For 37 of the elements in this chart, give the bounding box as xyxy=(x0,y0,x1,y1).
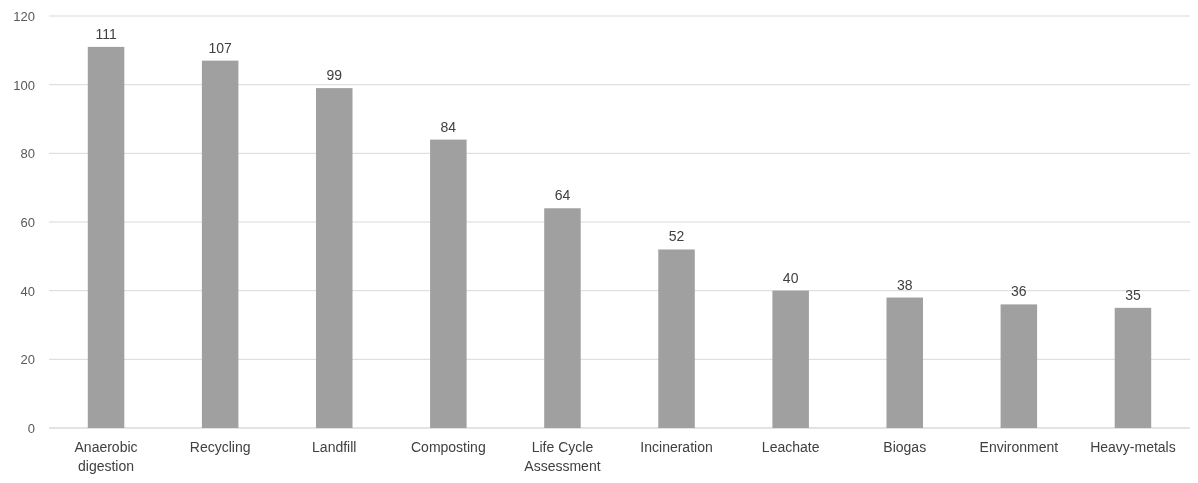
x-tick-label: Incineration xyxy=(640,439,713,455)
x-tick-label: Biogas xyxy=(883,439,927,455)
bar xyxy=(315,88,353,428)
y-tick-label: 40 xyxy=(20,283,35,299)
data-label: 40 xyxy=(782,269,799,286)
bar xyxy=(430,139,467,428)
data-label: 64 xyxy=(554,187,571,204)
y-tick-label: 20 xyxy=(20,352,35,368)
bar xyxy=(87,46,125,428)
bar xyxy=(201,60,239,428)
bar xyxy=(658,249,695,428)
x-tick-label: Life Cycle Assessment xyxy=(524,439,601,474)
data-label: 99 xyxy=(326,67,343,84)
bar xyxy=(772,290,809,428)
x-tick-label: Landfill xyxy=(312,439,357,455)
x-tick-label: Heavy-metals xyxy=(1090,439,1176,455)
x-tick-label: Leachate xyxy=(761,439,820,455)
x-tick-label: Recycling xyxy=(189,439,251,455)
y-tick-label: 0 xyxy=(27,421,35,436)
y-tick-label: 100 xyxy=(13,77,35,93)
x-tick-label: Composting xyxy=(411,439,486,455)
data-label: 36 xyxy=(1011,283,1027,300)
x-tick-label: Anaerobic digestion xyxy=(74,439,138,474)
y-tick-label: 80 xyxy=(20,146,35,162)
data-label: 111 xyxy=(95,25,117,42)
bar xyxy=(1114,307,1152,428)
bar xyxy=(544,208,581,428)
y-tick-label: 120 xyxy=(13,9,35,24)
bar xyxy=(886,297,924,428)
x-tick-label: Environment xyxy=(979,439,1059,455)
data-label: 52 xyxy=(668,228,685,245)
data-label: 107 xyxy=(208,39,233,56)
bar xyxy=(1000,304,1038,428)
y-tick-label: 60 xyxy=(20,215,35,230)
data-label: 84 xyxy=(440,118,457,135)
data-label: 35 xyxy=(1125,286,1141,303)
data-label: 38 xyxy=(896,276,913,293)
